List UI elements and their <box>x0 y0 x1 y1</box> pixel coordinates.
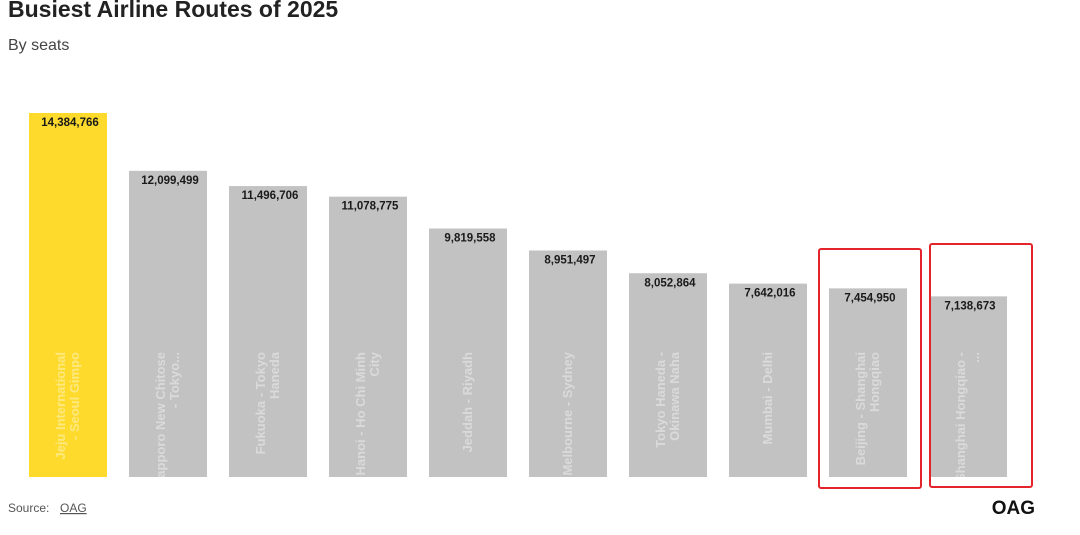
bar <box>329 196 407 477</box>
value-label: 11,496,706 <box>242 190 299 202</box>
value-label: 8,052,864 <box>644 277 696 289</box>
highlight-box <box>929 243 1033 488</box>
category-label: Hanoi - Ho Chi MinhCity <box>353 351 382 475</box>
category-label: Beijing - ShanghaiHongqiao <box>853 352 882 465</box>
value-label: 11,078,775 <box>342 201 400 213</box>
source-link[interactable]: OAG <box>60 501 87 515</box>
bar <box>929 296 1007 477</box>
category-label: Sapporo New Chitose- Tokyo... <box>153 352 182 486</box>
bar <box>529 250 607 477</box>
bar <box>29 113 107 477</box>
bar <box>829 288 907 477</box>
bar <box>129 170 207 478</box>
chart-subtitle: By seats <box>8 37 69 54</box>
category-label: Melbourne - Sydney <box>560 351 575 475</box>
bar <box>729 283 807 477</box>
source-label: Source: <box>8 501 49 515</box>
value-label: 7,642,016 <box>744 288 795 300</box>
highlight-box <box>818 248 922 489</box>
bar <box>229 186 307 477</box>
value-label: 9,819,558 <box>444 233 496 245</box>
category-label: Jeju International- Seoul Gimpo <box>53 352 82 460</box>
category-label: Mumbai - Delhi <box>760 352 775 444</box>
category-label: Jeddah - Riyadh <box>460 352 475 452</box>
logo: OAG <box>992 498 1035 519</box>
chart-title: Busiest Airline Routes of 2025 <box>8 0 338 22</box>
bars: 14,384,766 Jeju International- Seoul Gimp… <box>29 113 1007 486</box>
value-label: 7,138,673 <box>944 300 995 312</box>
value-label: 7,454,950 <box>844 292 895 304</box>
category-label: Fukuoka - TokyoHaneda <box>253 351 282 454</box>
category-label: Tokyo Haneda -Okinawa Naha <box>653 351 682 448</box>
value-label: 14,384,766 <box>41 117 99 129</box>
bar <box>429 228 507 477</box>
bar <box>629 273 707 477</box>
category-label: Shanghai Hongqiao -... <box>953 352 982 482</box>
value-label: 12,099,499 <box>141 175 199 187</box>
value-label: 8,951,497 <box>544 255 595 267</box>
